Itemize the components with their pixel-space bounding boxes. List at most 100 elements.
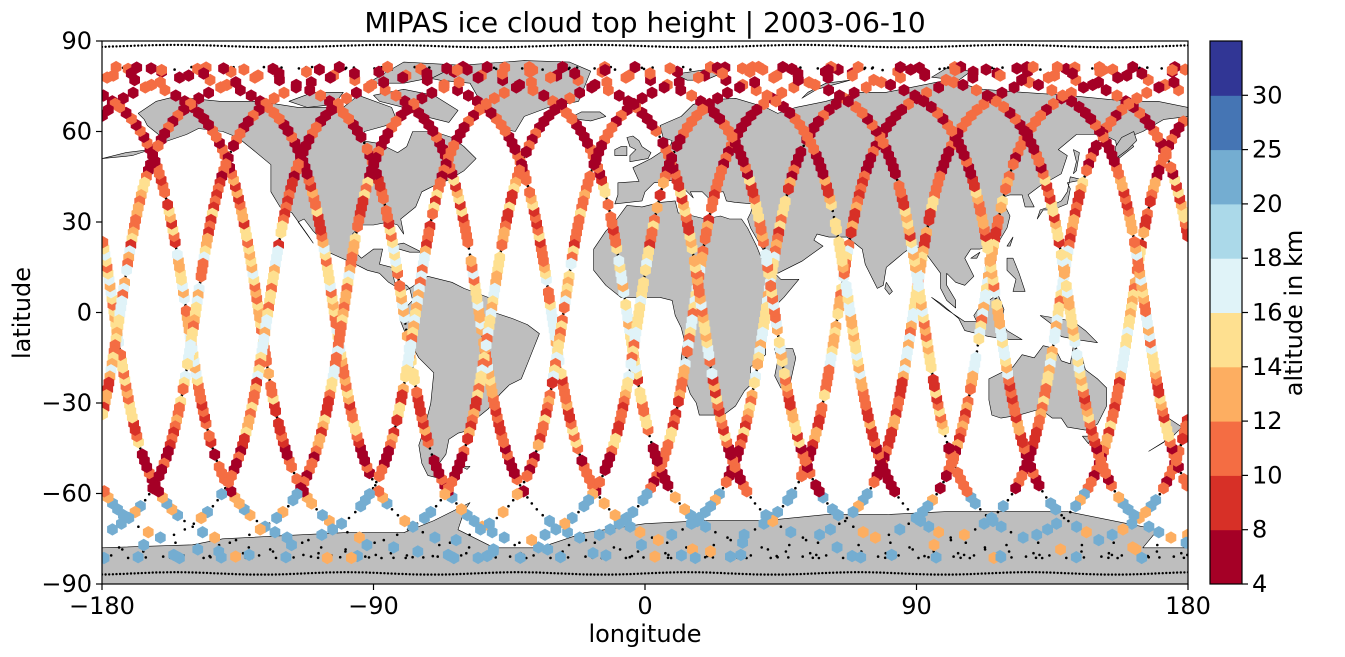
no-cloud-dot bbox=[310, 571, 314, 575]
no-cloud-dot bbox=[173, 571, 176, 574]
no-cloud-dot bbox=[365, 571, 368, 574]
cloud-top-point bbox=[550, 523, 562, 536]
no-cloud-dot bbox=[1027, 571, 1030, 574]
no-cloud-dot bbox=[137, 572, 140, 575]
no-cloud-dot bbox=[745, 572, 748, 576]
no-cloud-dot bbox=[593, 573, 596, 576]
no-cloud-dot bbox=[799, 572, 802, 576]
no-cloud-dot bbox=[642, 67, 646, 71]
cloud-top-point bbox=[1138, 226, 1150, 239]
cloud-top-point bbox=[373, 65, 385, 78]
no-cloud-dot bbox=[187, 43, 191, 47]
no-cloud-dot bbox=[944, 573, 947, 576]
no-cloud-dot bbox=[513, 543, 516, 547]
no-cloud-dot bbox=[470, 46, 473, 49]
no-cloud-dot bbox=[577, 510, 580, 514]
cloud-top-point bbox=[941, 469, 952, 483]
cloud-top-point bbox=[280, 551, 292, 564]
no-cloud-dot bbox=[678, 502, 681, 505]
cloud-top-point bbox=[355, 500, 367, 513]
cloud-top-point bbox=[885, 78, 896, 92]
cloud-top-point bbox=[725, 550, 736, 563]
no-cloud-dot bbox=[518, 484, 522, 487]
cloud-top-point bbox=[995, 520, 1007, 533]
no-cloud-dot bbox=[756, 573, 759, 576]
no-cloud-dot bbox=[347, 44, 350, 47]
no-cloud-dot bbox=[1020, 43, 1023, 47]
no-cloud-dot bbox=[209, 555, 212, 559]
cloud-top-point bbox=[451, 63, 463, 77]
no-cloud-dot bbox=[412, 573, 415, 576]
no-cloud-dot bbox=[133, 572, 136, 575]
cloud-top-point bbox=[760, 248, 771, 261]
cloud-top-point bbox=[230, 550, 241, 563]
no-cloud-dot bbox=[524, 45, 527, 48]
cloud-top-point bbox=[776, 86, 788, 99]
cloud-top-point bbox=[712, 92, 723, 105]
no-cloud-dot bbox=[455, 45, 458, 48]
no-cloud-dot bbox=[647, 572, 650, 575]
no-cloud-dot bbox=[598, 496, 602, 499]
no-cloud-dot bbox=[694, 46, 697, 49]
cloud-top-point bbox=[1081, 526, 1092, 539]
no-cloud-dot bbox=[766, 573, 770, 576]
cloud-top-point bbox=[599, 463, 611, 476]
no-cloud-dot bbox=[289, 46, 292, 49]
no-cloud-dot bbox=[1002, 571, 1005, 574]
cloud-top-point bbox=[411, 386, 423, 399]
cloud-top-point bbox=[943, 442, 955, 455]
cloud-top-point bbox=[268, 92, 280, 105]
no-cloud-dot bbox=[285, 573, 288, 576]
no-cloud-dot bbox=[1089, 45, 1092, 49]
cloud-top-point bbox=[1141, 86, 1153, 99]
no-cloud-dot bbox=[1045, 496, 1048, 499]
no-cloud-dot bbox=[801, 536, 805, 539]
colorbar-segment bbox=[1210, 41, 1242, 96]
no-cloud-dot bbox=[242, 573, 245, 576]
no-cloud-dot bbox=[842, 571, 846, 574]
cloud-top-point bbox=[125, 67, 137, 80]
cloud-top-point bbox=[652, 533, 664, 547]
cloud-top-point bbox=[462, 432, 473, 446]
no-cloud-dot bbox=[976, 44, 980, 47]
colorbar-tick-label: 14 bbox=[1252, 353, 1283, 381]
cloud-top-point bbox=[1165, 531, 1177, 544]
no-cloud-dot bbox=[1036, 541, 1040, 544]
cloud-top-point bbox=[484, 517, 495, 530]
y-tick-label: 90 bbox=[61, 27, 92, 55]
no-cloud-dot bbox=[567, 543, 571, 547]
cloud-top-point bbox=[107, 523, 118, 536]
no-cloud-dot bbox=[869, 486, 873, 490]
no-cloud-dot bbox=[846, 44, 849, 48]
no-cloud-dot bbox=[532, 554, 535, 557]
cloud-top-point bbox=[361, 538, 373, 552]
no-cloud-dot bbox=[640, 66, 644, 70]
cloud-top-point bbox=[792, 67, 804, 80]
cloud-top-point bbox=[102, 71, 113, 84]
no-cloud-dot bbox=[541, 68, 544, 71]
no-cloud-dot bbox=[1180, 551, 1183, 555]
no-cloud-dot bbox=[535, 45, 538, 48]
cloud-top-point bbox=[785, 526, 797, 539]
no-cloud-dot bbox=[785, 573, 788, 576]
no-cloud-dot bbox=[749, 554, 753, 557]
no-cloud-dot bbox=[604, 573, 607, 576]
no-cloud-dot bbox=[758, 508, 762, 511]
colorbar-tick-label: 16 bbox=[1252, 299, 1283, 327]
no-cloud-dot bbox=[792, 43, 795, 47]
cloud-top-point bbox=[1055, 248, 1067, 261]
no-cloud-dot bbox=[374, 484, 377, 487]
no-cloud-dot bbox=[839, 571, 842, 574]
cloud-top-point bbox=[574, 531, 586, 544]
no-cloud-dot bbox=[111, 45, 115, 48]
cloud-top-point bbox=[1166, 63, 1178, 77]
cloud-top-point bbox=[102, 89, 109, 102]
no-cloud-dot bbox=[480, 571, 484, 575]
no-cloud-dot bbox=[1154, 45, 1157, 48]
no-cloud-dot bbox=[256, 45, 259, 49]
no-cloud-dot bbox=[252, 573, 256, 576]
cloud-top-point bbox=[657, 136, 669, 150]
no-cloud-dot bbox=[962, 573, 965, 576]
cloud-top-point bbox=[749, 376, 760, 389]
cloud-top-point bbox=[909, 89, 921, 102]
